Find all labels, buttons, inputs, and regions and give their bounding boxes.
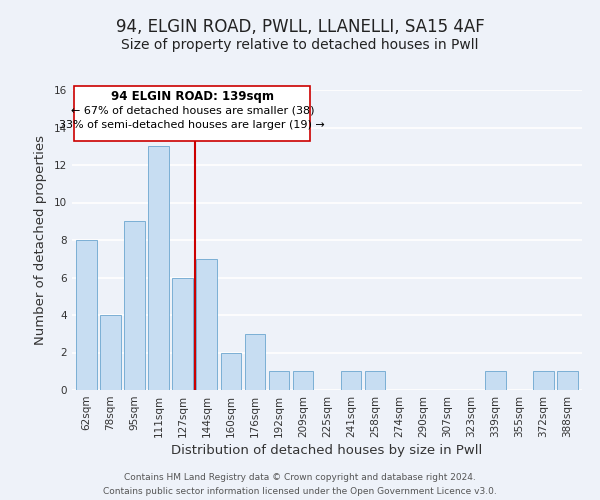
Bar [485, 371, 506, 390]
Text: Contains HM Land Registry data © Crown copyright and database right 2024.: Contains HM Land Registry data © Crown c… [124, 473, 476, 482]
Text: 94, ELGIN ROAD, PWLL, LLANELLI, SA15 4AF: 94, ELGIN ROAD, PWLL, LLANELLI, SA15 4AF [116, 18, 484, 36]
Bar [269, 371, 289, 390]
Text: Size of property relative to detached houses in Pwll: Size of property relative to detached ho… [121, 38, 479, 52]
Bar [124, 221, 145, 390]
Bar [76, 240, 97, 390]
Text: 94 ELGIN ROAD: 139sqm: 94 ELGIN ROAD: 139sqm [111, 90, 274, 103]
Bar [293, 371, 313, 390]
Bar [148, 146, 169, 390]
Y-axis label: Number of detached properties: Number of detached properties [34, 135, 47, 345]
FancyBboxPatch shape [74, 86, 310, 141]
Bar [196, 259, 217, 390]
Text: 33% of semi-detached houses are larger (19) →: 33% of semi-detached houses are larger (… [59, 120, 325, 130]
Bar [245, 334, 265, 390]
Bar [533, 371, 554, 390]
Text: ← 67% of detached houses are smaller (38): ← 67% of detached houses are smaller (38… [71, 106, 314, 116]
Bar [341, 371, 361, 390]
Bar [100, 315, 121, 390]
Bar [172, 278, 193, 390]
Text: Contains public sector information licensed under the Open Government Licence v3: Contains public sector information licen… [103, 486, 497, 496]
Bar [557, 371, 578, 390]
Bar [221, 352, 241, 390]
Bar [365, 371, 385, 390]
X-axis label: Distribution of detached houses by size in Pwll: Distribution of detached houses by size … [172, 444, 482, 457]
